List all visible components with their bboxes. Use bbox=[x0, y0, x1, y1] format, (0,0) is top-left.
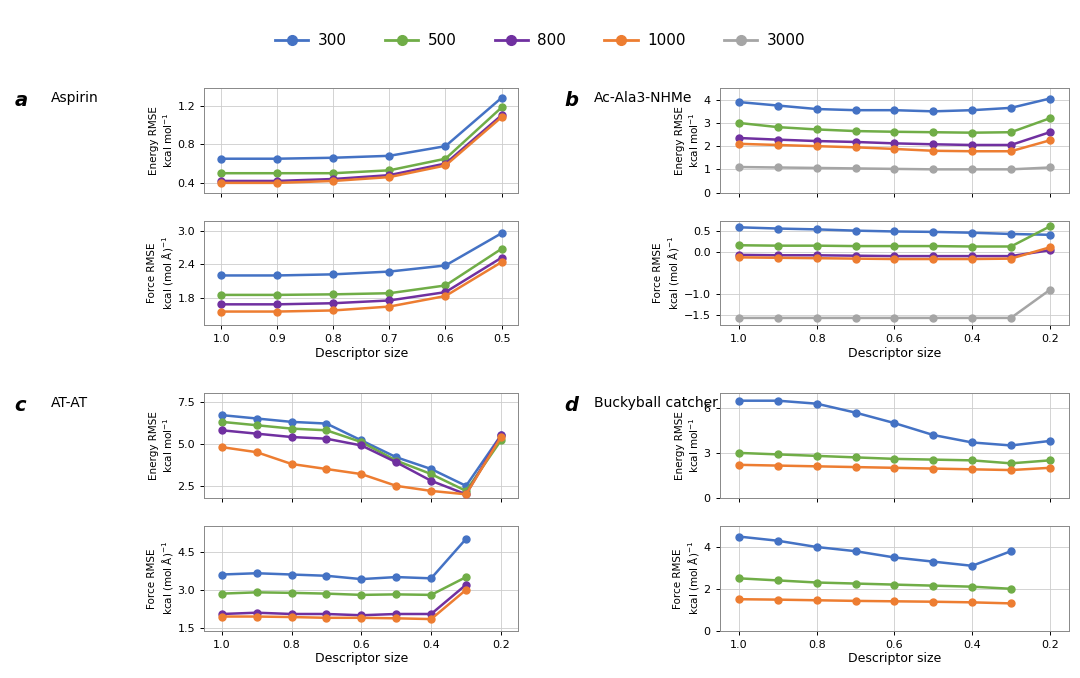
Text: AT-AT: AT-AT bbox=[51, 395, 89, 410]
Text: Ac-Ala3-NHMe: Ac-Ala3-NHMe bbox=[594, 91, 692, 104]
Text: a: a bbox=[14, 91, 28, 110]
Y-axis label: Energy RMSE
kcal mol$^{-1}$: Energy RMSE kcal mol$^{-1}$ bbox=[675, 106, 701, 175]
Text: c: c bbox=[14, 395, 26, 415]
Text: b: b bbox=[565, 91, 579, 110]
Y-axis label: Energy RMSE
kcal mol$^{-1}$: Energy RMSE kcal mol$^{-1}$ bbox=[149, 411, 175, 480]
Text: d: d bbox=[565, 395, 579, 415]
X-axis label: Descriptor size: Descriptor size bbox=[314, 347, 408, 360]
X-axis label: Descriptor size: Descriptor size bbox=[848, 652, 941, 665]
Y-axis label: Force RMSE
kcal (mol Å)$^{-1}$: Force RMSE kcal (mol Å)$^{-1}$ bbox=[147, 236, 175, 311]
Y-axis label: Force RMSE
kcal (mol Å)$^{-1}$: Force RMSE kcal (mol Å)$^{-1}$ bbox=[653, 236, 680, 311]
Y-axis label: Energy RMSE
kcal mol$^{-1}$: Energy RMSE kcal mol$^{-1}$ bbox=[675, 411, 701, 480]
Y-axis label: Force RMSE
kcal (mol Å)$^{-1}$: Force RMSE kcal (mol Å)$^{-1}$ bbox=[148, 541, 175, 616]
X-axis label: Descriptor size: Descriptor size bbox=[848, 347, 941, 360]
Y-axis label: Force RMSE
kcal (mol Å)$^{-1}$: Force RMSE kcal (mol Å)$^{-1}$ bbox=[673, 541, 701, 616]
Text: Aspirin: Aspirin bbox=[51, 91, 98, 104]
Y-axis label: Energy RMSE
kcal mol$^{-1}$: Energy RMSE kcal mol$^{-1}$ bbox=[149, 106, 175, 175]
Text: Buckyball catcher: Buckyball catcher bbox=[594, 395, 718, 410]
X-axis label: Descriptor size: Descriptor size bbox=[314, 652, 408, 665]
Legend: 300, 500, 800, 1000, 3000: 300, 500, 800, 1000, 3000 bbox=[269, 27, 811, 54]
